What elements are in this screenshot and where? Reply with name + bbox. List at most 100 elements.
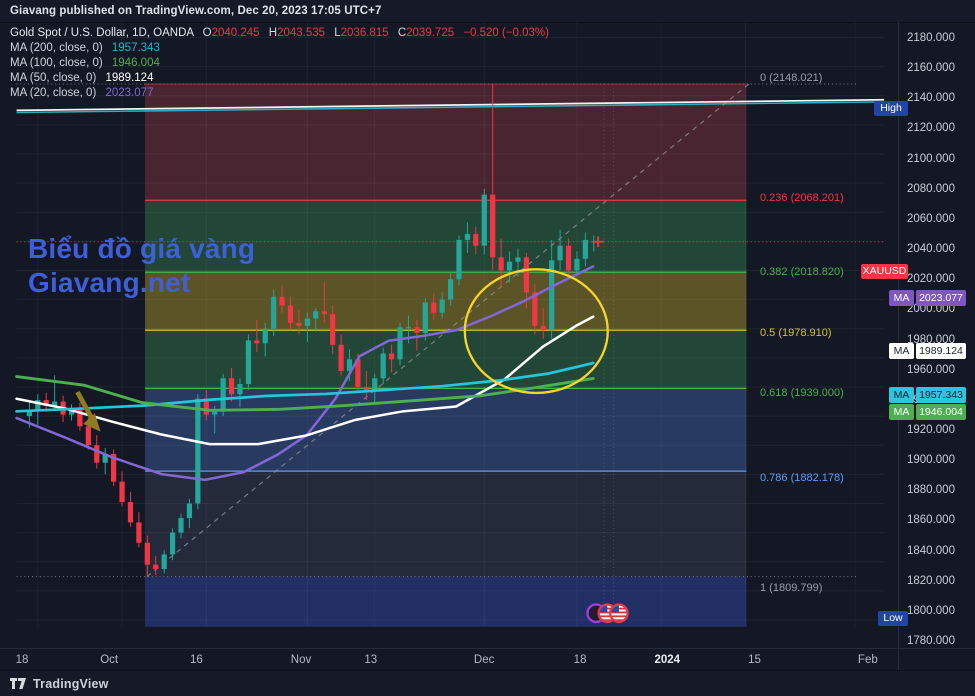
candle-body: [35, 400, 41, 411]
fib-level-label-0.382: 0.382 (2018.820): [760, 266, 844, 279]
candle: [111, 449, 117, 487]
legend-ma50-row[interactable]: MA (50, close, 0) 1989.124: [10, 71, 549, 86]
candle-body: [346, 359, 353, 371]
time-tick: 18: [573, 654, 587, 666]
price-tick: 2040.000: [907, 243, 955, 256]
candle-body: [397, 327, 403, 360]
candle: [169, 528, 176, 561]
time-tick: Feb: [857, 654, 878, 666]
candle-body: [355, 359, 361, 387]
candle-body: [254, 340, 260, 344]
price-tick: 1920.000: [907, 423, 955, 436]
candle: [447, 271, 454, 306]
candle-body: [26, 410, 32, 417]
price-tick: 1800.000: [907, 604, 955, 617]
candle: [296, 309, 302, 335]
price-tick: 1980.000: [907, 333, 955, 346]
candle-body: [186, 503, 193, 519]
candle-body: [296, 322, 302, 326]
candle: [203, 389, 209, 421]
candle: [237, 378, 243, 408]
ma-price-label-tag: MA: [889, 343, 914, 359]
candle-body: [363, 386, 369, 392]
candle-body: [127, 502, 134, 523]
time-axis[interactable]: 18 Oct 16 Nov 13 Dec 18 2024 15 Feb: [0, 648, 975, 671]
fib-zone-0.5: [145, 330, 747, 389]
ma-price-label-tag: MA: [889, 290, 914, 306]
candle: [161, 550, 167, 574]
us-flag-event-icon[interactable]: [609, 603, 629, 624]
legend-ma200-row[interactable]: MA (200, close, 0) 1957.343: [10, 41, 549, 56]
legend-ma100-row[interactable]: MA (100, close, 0) 1946.004: [10, 56, 549, 71]
symbol-title[interactable]: Gold Spot / U.S. Dollar, 1D, OANDA: [10, 27, 194, 39]
time-tick: Dec: [473, 654, 495, 666]
tradingview-wordmark[interactable]: TradingView: [33, 677, 109, 691]
price-tick: 1840.000: [907, 544, 955, 557]
candle-body: [431, 302, 437, 313]
candle: [422, 298, 428, 341]
publish-titlebar: Giavang published on TradingView.com, De…: [0, 0, 975, 23]
candle-body: [523, 257, 530, 293]
candle-body: [245, 340, 252, 385]
ma-price-label-value: 2023.077: [916, 290, 966, 306]
legend-ma20-row[interactable]: MA (20, close, 0) 2023.077: [10, 86, 549, 101]
chart-legend: Gold Spot / U.S. Dollar, 1D, OANDA O2040…: [10, 26, 549, 101]
price-tick: 1860.000: [907, 514, 955, 527]
candle-body: [279, 296, 285, 306]
candle: [338, 334, 344, 376]
time-tick: Nov: [290, 654, 312, 666]
candle: [557, 229, 563, 271]
candle: [397, 322, 403, 366]
fib-zone-0.236: [145, 200, 747, 273]
candle-body: [498, 257, 504, 271]
candle-body: [481, 194, 487, 246]
candle: [330, 305, 336, 354]
candle-body: [574, 258, 580, 271]
candle: [254, 319, 260, 353]
candle-body: [473, 234, 479, 246]
candle: [144, 535, 150, 577]
price-tick: 1960.000: [907, 363, 955, 376]
flag-stripe: [611, 619, 627, 621]
legend-symbol-row[interactable]: Gold Spot / U.S. Dollar, 1D, OANDA O2040…: [10, 26, 549, 41]
candle-body: [287, 305, 294, 323]
candle-body: [304, 318, 310, 326]
candle: [532, 283, 538, 335]
arrow-annotation-head: [83, 413, 101, 432]
high-price-label: High: [874, 100, 908, 116]
candle-body: [515, 257, 521, 262]
change-value: −0.520 (−0.03%): [463, 27, 549, 39]
tradingview-logo-icon[interactable]: [10, 678, 27, 690]
price-tick: 2080.000: [907, 182, 955, 195]
price-tick: 1820.000: [907, 574, 955, 587]
candle: [549, 239, 555, 339]
candle-body: [161, 554, 167, 570]
flag-stripe: [599, 619, 616, 621]
candle-body: [447, 279, 454, 300]
candle-body: [540, 325, 546, 331]
price-tick: 2160.000: [907, 62, 955, 75]
ma100-label[interactable]: MA (100, close, 0): [10, 57, 103, 69]
resistance-line-white: [16, 98, 885, 112]
candle-body: [372, 378, 378, 392]
candle: [119, 471, 125, 507]
candle-body: [102, 453, 108, 463]
fib-level-label-1: 1 (1809.799): [760, 581, 823, 594]
candle: [498, 238, 504, 287]
ma20-label[interactable]: MA (20, close, 0): [10, 87, 97, 99]
candle: [186, 499, 193, 529]
candle: [178, 513, 184, 539]
candle-body: [220, 378, 226, 412]
chart-pane[interactable]: [0, 22, 975, 648]
candle-body: [212, 411, 218, 415]
candle-body: [237, 384, 243, 395]
candle-body: [43, 400, 49, 406]
candle-body: [169, 532, 176, 555]
ma-price-label-tag: MA: [889, 404, 914, 420]
ma50-value: 1989.124: [105, 72, 154, 84]
candle-body: [549, 260, 555, 331]
ma50-label[interactable]: MA (50, close, 0): [10, 72, 97, 84]
candle: [271, 289, 277, 337]
price-tick: 2100.000: [907, 152, 955, 165]
ma200-label[interactable]: MA (200, close, 0): [10, 42, 103, 54]
